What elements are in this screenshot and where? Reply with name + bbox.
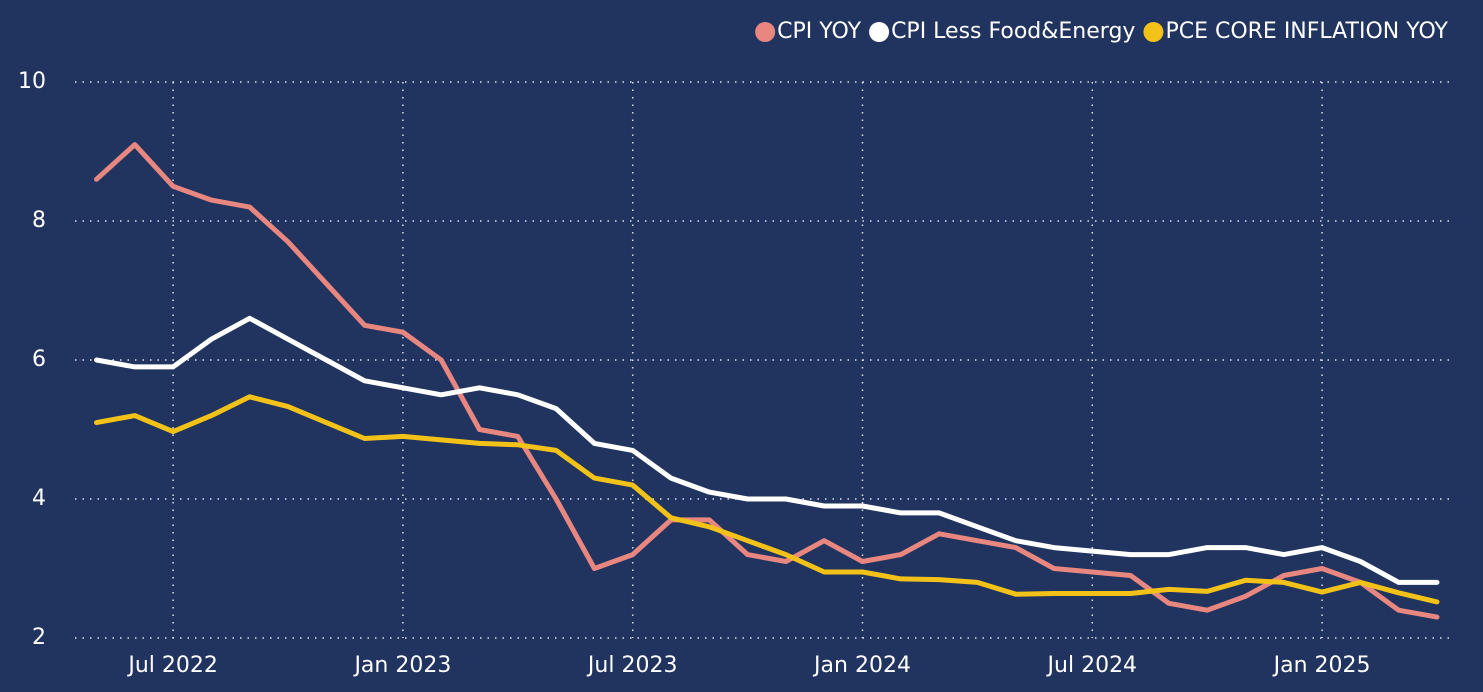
x-tick-label: Jul 2023 — [586, 653, 678, 678]
series-line — [94, 315, 1440, 585]
series-line — [94, 142, 1440, 620]
legend-label: CPI Less Food&Energy — [891, 19, 1135, 44]
y-tick-label: 2 — [32, 625, 46, 650]
x-tick-label: Jan 2025 — [1272, 653, 1371, 678]
x-tick-label: Jan 2023 — [352, 653, 451, 678]
legend-marker — [869, 22, 890, 42]
legend-label: PCE CORE INFLATION YOY — [1165, 19, 1448, 44]
y-tick-label: 6 — [32, 347, 46, 372]
legend-label: CPI YOY — [777, 19, 861, 44]
legend-marker — [1143, 22, 1164, 42]
series-line — [94, 394, 1440, 605]
y-tick-label: 10 — [18, 69, 46, 94]
legend-marker — [755, 22, 776, 42]
y-tick-label: 8 — [32, 208, 46, 233]
x-tick-label: Jul 2024 — [1046, 653, 1138, 678]
x-tick-label: Jan 2024 — [812, 653, 911, 678]
y-tick-label: 4 — [32, 486, 46, 511]
x-tick-label: Jul 2022 — [126, 653, 218, 678]
